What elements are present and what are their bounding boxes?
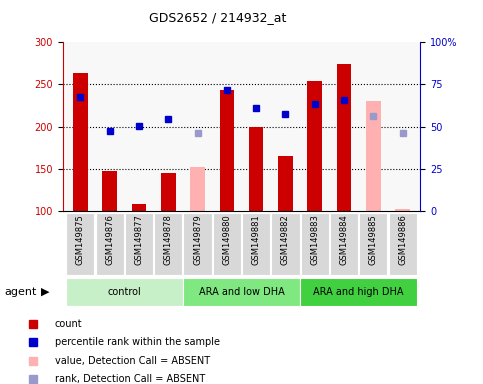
Text: GSM149882: GSM149882: [281, 214, 290, 265]
Bar: [395, 209, 410, 211]
FancyBboxPatch shape: [125, 212, 153, 275]
FancyBboxPatch shape: [359, 212, 387, 275]
Text: GSM149876: GSM149876: [105, 214, 114, 265]
Text: GSM149884: GSM149884: [340, 214, 349, 265]
FancyBboxPatch shape: [154, 212, 182, 275]
Text: GDS2652 / 214932_at: GDS2652 / 214932_at: [149, 12, 286, 25]
Text: GSM149880: GSM149880: [222, 214, 231, 265]
Text: ARA and high DHA: ARA and high DHA: [313, 287, 404, 297]
Text: control: control: [107, 287, 141, 297]
Text: agent: agent: [5, 287, 37, 297]
Text: GSM149886: GSM149886: [398, 214, 407, 265]
FancyBboxPatch shape: [300, 278, 417, 306]
FancyBboxPatch shape: [388, 212, 417, 275]
FancyBboxPatch shape: [301, 212, 329, 275]
Text: count: count: [55, 319, 82, 329]
Text: GSM149878: GSM149878: [164, 214, 173, 265]
Bar: [132, 204, 146, 211]
FancyBboxPatch shape: [66, 212, 95, 275]
FancyBboxPatch shape: [271, 212, 299, 275]
Text: GSM149881: GSM149881: [252, 214, 261, 265]
Text: GSM149879: GSM149879: [193, 214, 202, 265]
Text: value, Detection Call = ABSENT: value, Detection Call = ABSENT: [55, 356, 210, 366]
Text: ▶: ▶: [41, 287, 50, 297]
Bar: [220, 89, 234, 211]
Text: GSM149883: GSM149883: [310, 214, 319, 265]
Text: percentile rank within the sample: percentile rank within the sample: [55, 338, 220, 348]
FancyBboxPatch shape: [242, 212, 270, 275]
Bar: [161, 173, 176, 211]
Bar: [366, 101, 381, 211]
Text: ARA and low DHA: ARA and low DHA: [199, 287, 284, 297]
FancyBboxPatch shape: [66, 278, 183, 306]
Bar: [249, 127, 263, 211]
FancyBboxPatch shape: [96, 212, 124, 275]
Bar: [102, 170, 117, 211]
Text: rank, Detection Call = ABSENT: rank, Detection Call = ABSENT: [55, 374, 205, 384]
Bar: [307, 81, 322, 211]
FancyBboxPatch shape: [184, 212, 212, 275]
Bar: [337, 64, 351, 211]
Text: GSM149877: GSM149877: [134, 214, 143, 265]
FancyBboxPatch shape: [330, 212, 358, 275]
Bar: [278, 156, 293, 211]
FancyBboxPatch shape: [213, 212, 241, 275]
Text: GSM149885: GSM149885: [369, 214, 378, 265]
Bar: [190, 167, 205, 211]
Bar: [73, 73, 88, 211]
Text: GSM149875: GSM149875: [76, 214, 85, 265]
FancyBboxPatch shape: [183, 278, 300, 306]
